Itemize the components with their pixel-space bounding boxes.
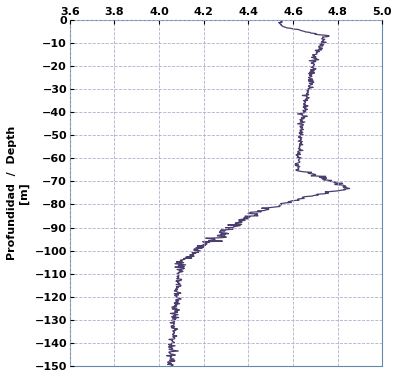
Y-axis label: Profundidad  /  Depth
[m]: Profundidad / Depth [m] (7, 126, 29, 260)
